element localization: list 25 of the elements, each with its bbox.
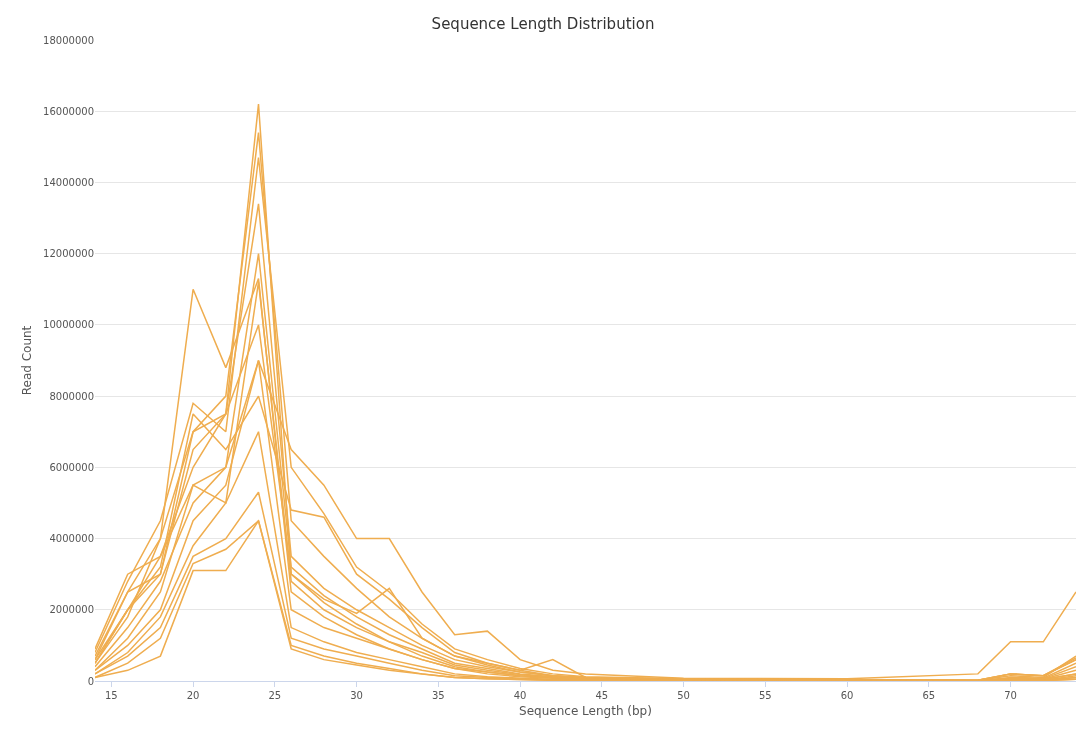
x-tick-label: 30 [350,690,363,701]
y-tick-label: 16000000 [43,105,94,117]
y-tick-label: 2000000 [49,604,94,616]
x-tick-label: 70 [1004,690,1017,701]
y-tick-label: 8000000 [49,390,94,402]
x-tick-label: 25 [268,690,282,701]
x-tick-label: 50 [677,690,690,701]
y-tick-label: 0 [87,675,94,687]
chart-title: Sequence Length Distribution [431,14,655,33]
x-tick-label: 45 [595,690,609,701]
x-tick-label: 55 [758,690,772,701]
y-tick-label: 12000000 [43,248,94,260]
x-tick-label: 65 [922,690,936,701]
x-tick-label: 40 [513,690,527,701]
y-axis-title: Read Count [20,325,35,396]
x-tick-label: 15 [104,690,118,701]
x-axis-title: Sequence Length (bp) [519,703,652,718]
y-tick-label: 14000000 [43,176,94,188]
y-tick-label: 6000000 [49,461,94,473]
y-tick-label: 10000000 [43,319,94,331]
y-tick-label: 4000000 [49,533,94,545]
y-tick-label: 18000000 [43,34,94,46]
x-tick-label: 35 [431,690,445,701]
x-tick-label: 60 [840,690,854,701]
x-tick-label: 20 [186,690,200,701]
